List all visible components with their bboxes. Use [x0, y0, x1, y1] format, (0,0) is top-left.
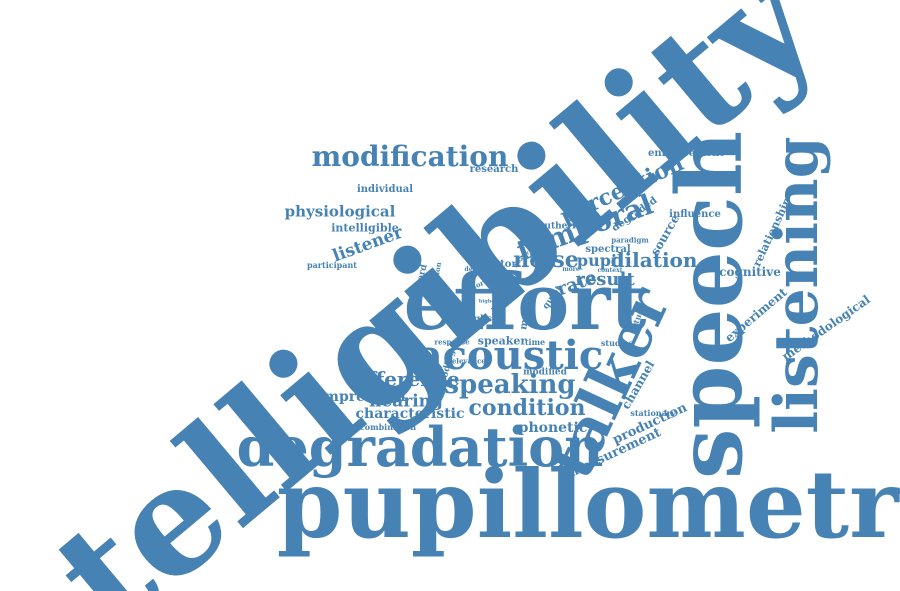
word-cognitive: cognitive — [719, 265, 781, 279]
word-enhancement: enhancement — [648, 148, 724, 159]
word-response: response — [434, 337, 470, 347]
word-modified: modified — [523, 367, 567, 378]
word-listening: listening — [762, 136, 832, 434]
word-southern: southern — [533, 221, 579, 232]
word-hearing: hearing — [369, 391, 443, 412]
word-compression: compression — [306, 389, 406, 405]
word-physiological: physiological — [284, 202, 396, 221]
word-pupillometry: pupillometry — [276, 450, 900, 560]
word-dilation: dilation — [610, 248, 698, 272]
word-acoustic: acoustic — [416, 332, 604, 379]
word-spectral: spectral — [585, 244, 631, 255]
word-modification: modification — [311, 140, 509, 173]
word-factor: factor — [483, 259, 517, 270]
word-result: result — [575, 269, 635, 290]
word-difference: difference — [346, 367, 460, 391]
word-influence: influence — [669, 209, 721, 220]
word-research: research — [469, 164, 519, 175]
word-combination: combination — [359, 422, 417, 432]
word-related: related — [530, 248, 550, 255]
word-paradigm: paradigm — [611, 235, 649, 245]
word-phonetic: phonetic — [518, 420, 588, 436]
word-characteristic: characteristic — [355, 406, 465, 422]
word-noise: noise — [513, 247, 579, 273]
word-effort: effort — [403, 257, 647, 348]
word-condition: condition — [468, 395, 586, 421]
word-higher: higher — [478, 298, 498, 305]
word-speaking: speaking — [444, 370, 576, 400]
word-degree: degree — [464, 266, 488, 273]
word-time: time — [524, 337, 546, 347]
word-relevance: relevance — [448, 356, 486, 366]
word-context: context — [597, 267, 623, 274]
word-more: more — [562, 266, 580, 273]
word-intelligible: intelligible — [331, 221, 399, 235]
word-pupil: pupil — [576, 251, 624, 270]
word-participant: participant — [307, 260, 357, 270]
word-english: english — [461, 314, 499, 325]
word-degradation: degradation — [236, 415, 604, 479]
word-individual: individual — [356, 184, 414, 195]
word-studies: studies — [600, 338, 634, 348]
word-speaker: speaker — [477, 334, 527, 348]
word-stationary: stationary — [630, 408, 676, 418]
